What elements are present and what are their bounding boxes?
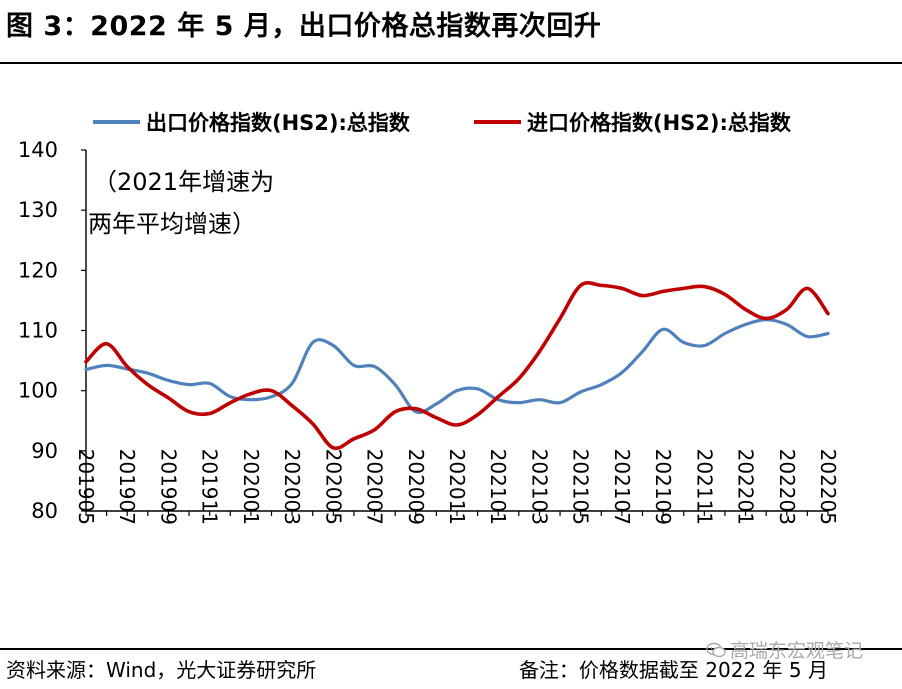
x-tick-label: 202001 <box>239 449 263 525</box>
chart-axes: 80 90 100 110 120 130 140 201905 201907 201909 201… <box>18 138 840 525</box>
x-tick-label: 202003 <box>280 449 304 525</box>
chart-legend: 出口价格指数(HS2):总指数 进口价格指数(HS2):总指数 <box>93 111 792 135</box>
wechat-icon <box>706 642 726 657</box>
y-tick-label: 80 <box>31 499 58 523</box>
x-tick-label: 202007 <box>363 449 387 525</box>
figure-title: 图 3：2022 年 5 月，出口价格总指数再次回升 <box>6 11 602 42</box>
x-tick-label: 201907 <box>115 449 139 525</box>
chart-annotation: （2021年增速为 两年平均增速） <box>88 168 274 238</box>
annotation-line-1: （2021年增速为 <box>93 168 274 196</box>
y-tick-label: 120 <box>18 258 58 282</box>
x-tick-label: 202111 <box>692 449 716 525</box>
x-tick-label: 202105 <box>569 449 593 525</box>
legend-label-export: 出口价格指数(HS2):总指数 <box>146 111 411 135</box>
y-tick-label: 90 <box>31 439 58 463</box>
x-tick-label: 202109 <box>651 449 675 525</box>
y-tick-label: 100 <box>18 379 58 403</box>
x-tick-label: 202203 <box>775 449 799 525</box>
x-tick-label: 202009 <box>404 449 428 525</box>
top-rule <box>0 62 902 64</box>
y-tick-label: 140 <box>18 138 58 162</box>
source-note: 资料来源：Wind，光大证券研究所 <box>6 658 317 682</box>
x-tick-label: 202201 <box>734 449 758 525</box>
annotation-line-2: 两年平均增速） <box>88 210 256 238</box>
y-tick-label: 110 <box>18 319 58 343</box>
plot-area <box>84 281 830 451</box>
x-tick-label: 202101 <box>486 449 510 525</box>
watermark: 高瑞东宏观笔记 <box>706 636 863 663</box>
x-tick-label: 202107 <box>610 449 634 525</box>
x-tick-label: 202103 <box>527 449 551 525</box>
x-tick-label: 202005 <box>321 449 345 525</box>
series-line-export <box>84 318 830 415</box>
watermark-text: 高瑞东宏观笔记 <box>730 640 864 662</box>
x-tick-label: 201905 <box>74 449 98 525</box>
x-tick-label: 202011 <box>445 449 469 525</box>
series-line-import <box>84 281 830 451</box>
y-tick-label: 130 <box>18 198 58 222</box>
remark-note: 备注：价格数据截至 2022 年 5 月 <box>518 658 828 682</box>
x-tick-label: 201909 <box>156 449 180 525</box>
x-tick-label: 202205 <box>816 449 840 525</box>
x-tick-label: 201911 <box>198 449 222 525</box>
bottom-rule <box>0 648 902 650</box>
legend-label-import: 进口价格指数(HS2):总指数 <box>527 111 792 135</box>
